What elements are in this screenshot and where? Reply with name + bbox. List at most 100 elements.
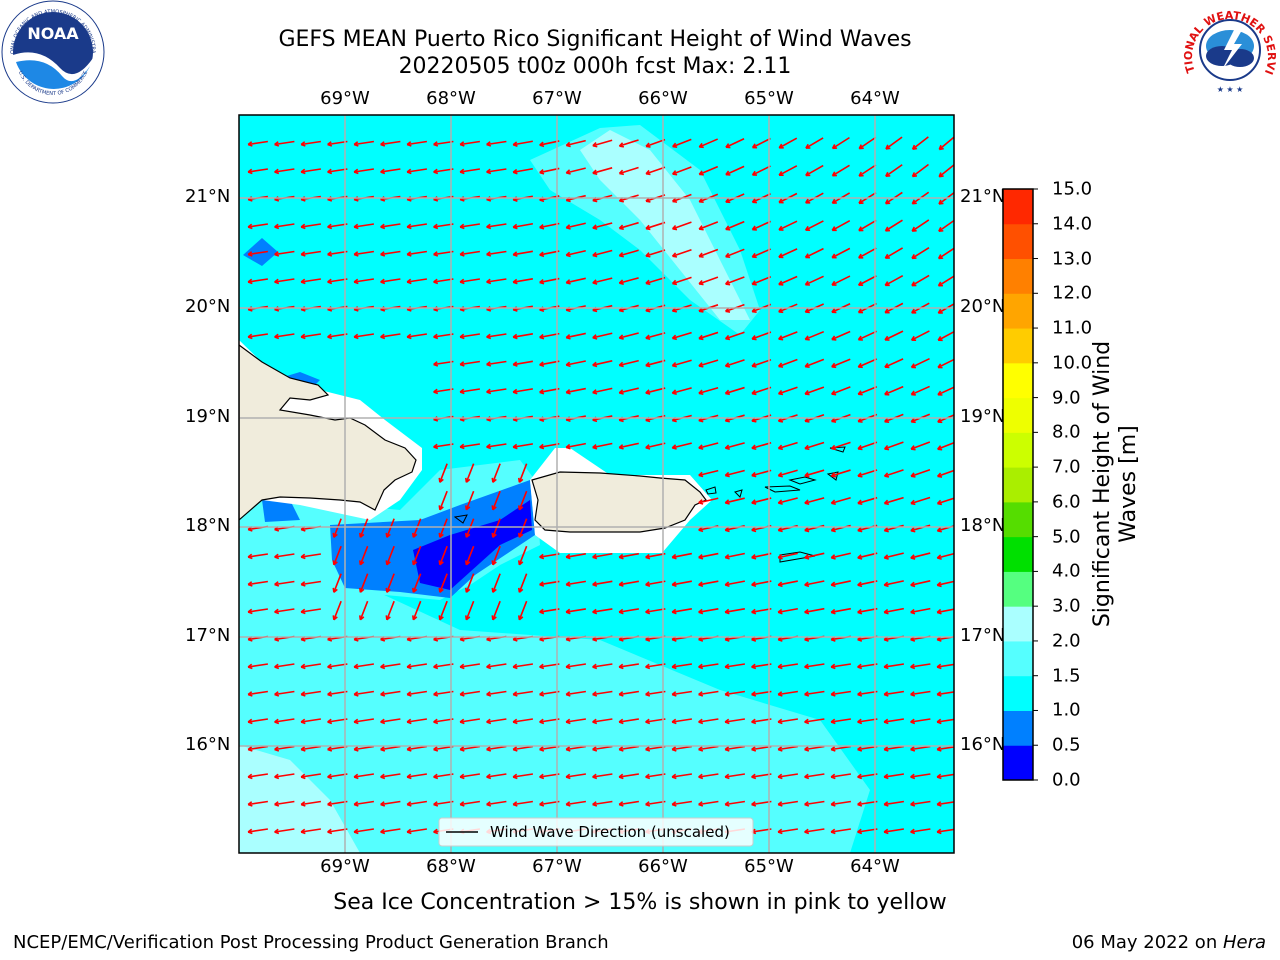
wave-direction-arrowhead (671, 553, 677, 560)
wave-direction-arrow (698, 663, 719, 668)
wave-direction-arrowhead (592, 389, 598, 395)
wave-direction-arrowhead (804, 746, 810, 752)
wave-direction-arrowhead (751, 499, 757, 505)
wave-direction-arrow (858, 330, 877, 341)
wave-direction-arrow (433, 745, 454, 751)
wave-direction-arrowhead (274, 663, 280, 670)
wave-direction-arrowhead (385, 587, 391, 593)
wave-direction-arrow (459, 333, 481, 338)
wave-direction-arrow (439, 600, 448, 621)
wave-direction-arrowhead (884, 335, 890, 341)
wave-direction-arrow (698, 608, 719, 613)
wave-direction-arrowhead (353, 333, 359, 340)
wave-direction-arrow (751, 469, 772, 477)
wave-direction-arrowhead (459, 746, 465, 752)
wave-direction-arrowhead (911, 308, 917, 314)
wave-direction-arrow (412, 518, 422, 538)
wave-direction-arrow (566, 553, 586, 558)
wave-direction-arrow (439, 463, 448, 483)
wave-direction-arrow (566, 250, 586, 256)
wave-direction-arrow (778, 358, 798, 368)
wave-direction-arrowhead (618, 251, 624, 258)
wave-direction-arrow (274, 278, 295, 283)
wave-direction-arrowhead (327, 801, 333, 807)
noaa-logo: NOAA NATIONAL OCEANIC AND ATMOSPHERIC AD… (0, 0, 105, 104)
wave-direction-arrowhead (883, 801, 889, 807)
wave-direction-arrow (513, 278, 533, 283)
wave-direction-arrowhead (380, 141, 386, 147)
wave-direction-arrow (619, 332, 639, 339)
wave-direction-arrowhead (618, 581, 624, 587)
wave-direction-arrow (938, 275, 954, 287)
wave-direction-arrow (380, 278, 401, 283)
wave-direction-arrowhead (380, 801, 386, 807)
wave-direction-arrow (592, 360, 613, 366)
lat-left-21: 21°N (185, 186, 231, 207)
wave-direction-arrowhead (937, 336, 943, 342)
wave-direction-arrow (805, 247, 824, 259)
wave-direction-arrow (247, 278, 269, 283)
wave-direction-arrow (539, 608, 560, 613)
wave-direction-arrowhead (936, 828, 942, 835)
wave-direction-arrow (300, 223, 322, 228)
wave-direction-arrow (327, 828, 348, 833)
wave-direction-arrow (353, 663, 375, 668)
wave-direction-arrow (831, 275, 851, 286)
wave-direction-arrowhead (858, 171, 864, 177)
wave-direction-arrowhead (671, 801, 677, 807)
wave-direction-arrow (353, 745, 375, 751)
wave-direction-arrow (513, 443, 533, 448)
wave-direction-arrow (274, 745, 295, 751)
wave-direction-arrow (830, 828, 852, 833)
lon-bottom-65: 65°W (744, 856, 794, 877)
wave-direction-arrowhead (380, 251, 386, 257)
wave-direction-arrow (698, 138, 719, 148)
wave-direction-arrowhead (671, 663, 677, 670)
colorbar-tick-label: 7.0 (1052, 456, 1081, 478)
wave-direction-arrowhead (804, 362, 810, 368)
wave-direction-arrow (619, 442, 639, 449)
wave-direction-arrow (645, 387, 666, 394)
wave-direction-arrow (885, 164, 903, 177)
colorbar-segment (1003, 571, 1033, 607)
wave-direction-arrowhead (857, 581, 863, 588)
wave-direction-arrowhead (698, 252, 704, 258)
wave-direction-arrow (883, 663, 905, 668)
wave-direction-arrow (513, 167, 533, 174)
wave-direction-arrowhead (486, 251, 492, 257)
wave-direction-arrow (327, 333, 348, 338)
wave-direction-arrow (645, 221, 666, 230)
wave-direction-arrowhead (539, 223, 545, 230)
wave-direction-arrow (751, 552, 772, 559)
wave-direction-arrow (566, 580, 586, 586)
wave-direction-arrowhead (831, 253, 837, 259)
wave-direction-arrowhead (804, 499, 810, 505)
wave-direction-arrowhead (698, 746, 704, 752)
wave-direction-arrow (274, 663, 295, 668)
wave-direction-arrowhead (300, 828, 306, 835)
lon-top-68: 68°W (426, 88, 476, 109)
wave-direction-arrowhead (592, 141, 598, 148)
wave-direction-arrow (619, 359, 639, 367)
wave-direction-arrowhead (353, 828, 359, 835)
lat-left-19: 19°N (185, 406, 231, 427)
wave-direction-arrowhead (830, 499, 836, 505)
wave-direction-arrowhead (327, 251, 333, 257)
wave-direction-arrowhead (565, 169, 571, 175)
wave-direction-arrowhead (512, 333, 518, 340)
wave-direction-arrow (804, 497, 825, 504)
wave-direction-arrow (406, 800, 428, 806)
wave-direction-arrow (725, 220, 745, 231)
wave-direction-arrowhead (698, 801, 704, 807)
wave-direction-arrow (858, 247, 877, 259)
wave-direction-arrowhead (512, 251, 518, 257)
lon-top-66: 66°W (638, 88, 688, 109)
wave-direction-arrowhead (778, 253, 784, 259)
wave-direction-arrowhead (327, 278, 333, 285)
wave-direction-arrowhead (465, 505, 471, 511)
wave-direction-arrow (592, 718, 613, 723)
wave-direction-arrowhead (911, 144, 918, 150)
wave-direction-arrow (565, 718, 587, 723)
wave-direction-arrow (592, 745, 613, 751)
wave-direction-arrow (857, 580, 878, 586)
